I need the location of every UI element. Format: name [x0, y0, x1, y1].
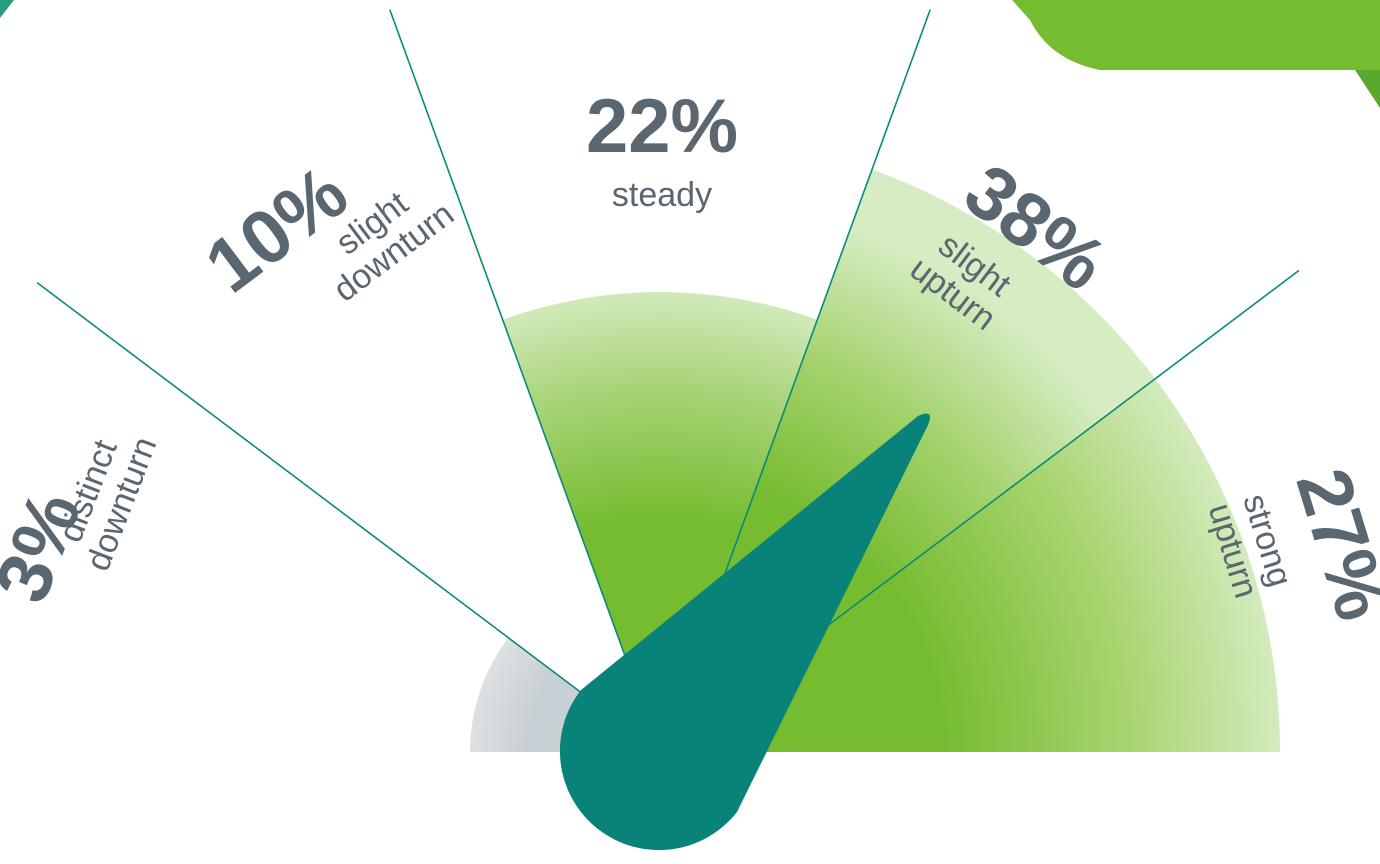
- label-steady-line: steady: [612, 176, 712, 214]
- pct-steady: 22%: [586, 84, 738, 169]
- corner-decoration-right-accent: [1355, 70, 1380, 108]
- sector-steady: [502, 291, 818, 752]
- pct-strong-upturn: 27%: [1280, 459, 1380, 629]
- corner-decoration-left: [0, 0, 14, 18]
- segment-label-group: 22% steady: [586, 84, 738, 214]
- segment-divider-line: [36, 281, 661, 753]
- gauge-needle: [559, 413, 931, 851]
- corner-decoration-right: [1012, 0, 1380, 70]
- segment-divider-line: [389, 9, 661, 753]
- sector-strong-upturn: [660, 378, 1281, 752]
